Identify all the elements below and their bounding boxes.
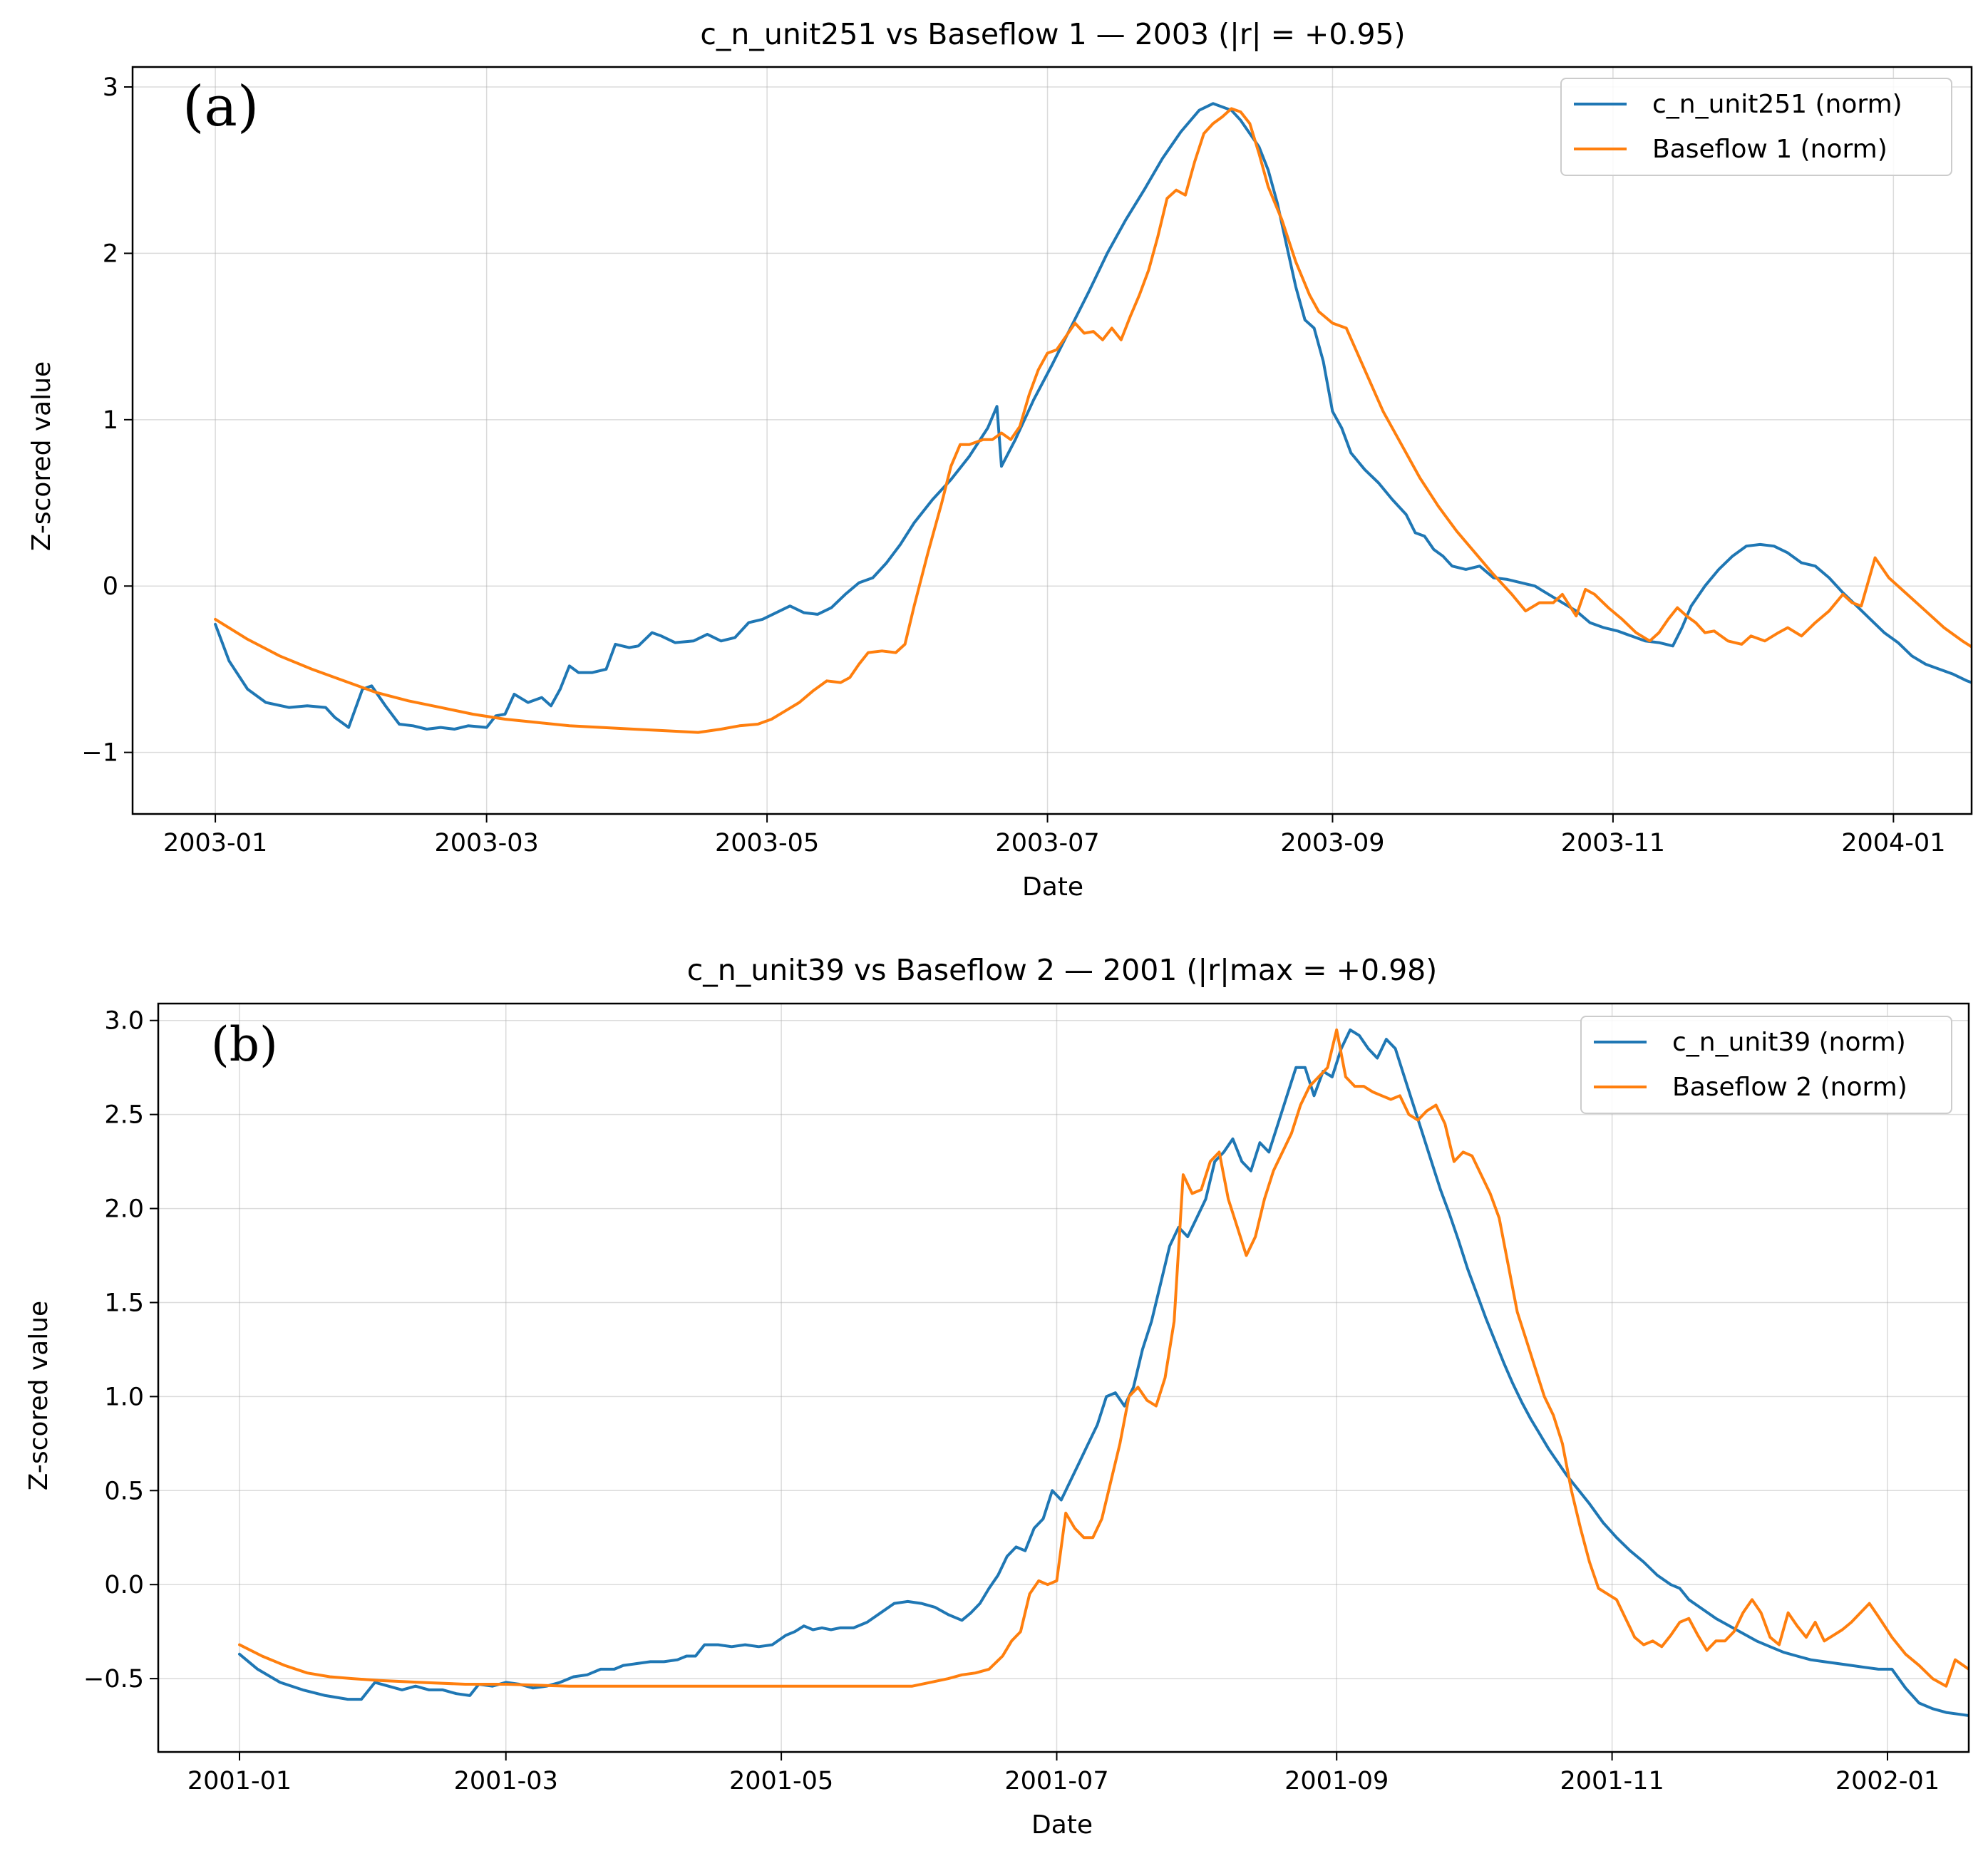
series-line-primary: [214, 102, 1972, 731]
y-axis-label-a: Z-scored value: [27, 361, 56, 551]
x-tick-label: 2001-03: [454, 1767, 558, 1795]
x-axis-a: 2003-01 2003-03 2003-05 2003-07 2003-09 2003-…: [163, 814, 1945, 857]
plot-frame-a: [131, 66, 1973, 815]
x-tick-label: 2003-07: [995, 829, 1099, 857]
y-tick-label: 3: [103, 73, 118, 102]
x-axis-label-a: Date: [1022, 872, 1083, 902]
x-axis-b: 2001-01 2001-03 2001-05 2001-07 2001-09 2001-…: [187, 1752, 1940, 1795]
x-tick-label: 2004-01: [1841, 829, 1945, 857]
series-layer-b: [238, 1028, 1969, 1718]
gridlines-a: [133, 67, 1972, 814]
series-line-primary: [238, 1028, 1969, 1718]
x-axis-label-b: Date: [1031, 1810, 1093, 1840]
x-tick-label: 2001-07: [1004, 1767, 1108, 1795]
chart-title-b: c_n_unit39 vs Baseflow 2 — 2001 (|r|max …: [687, 953, 1438, 987]
series-layer-a: [214, 102, 1972, 734]
legend-box: [1560, 78, 1952, 176]
legend-entry-label: Baseflow 2 (norm): [1672, 1073, 1907, 1102]
plot-frame-b: [157, 1002, 1970, 1753]
y-tick-label: 0: [103, 572, 118, 601]
legend-b: c_n_unit39 (norm) Baseflow 2 (norm): [1580, 1016, 1952, 1114]
panel-label-a: (a): [182, 75, 259, 139]
y-tick-label: −0.5: [83, 1665, 144, 1694]
x-tick-label: 2003-03: [435, 829, 539, 857]
x-tick-label: 2001-01: [187, 1767, 292, 1795]
x-tick-label: 2003-09: [1280, 829, 1384, 857]
gridlines-b: [158, 1004, 1969, 1752]
panel-label-b: (b): [211, 1017, 278, 1072]
legend-entry-label: c_n_unit39 (norm): [1672, 1028, 1906, 1057]
y-tick-label: 2: [103, 239, 118, 268]
y-tick-label: 2.0: [104, 1195, 144, 1224]
x-tick-label: 2003-11: [1561, 829, 1665, 857]
x-tick-label: 2001-11: [1560, 1767, 1664, 1795]
y-tick-label: 1.5: [104, 1289, 144, 1317]
y-axis-b: −0.5 0.0 0.5 1.0 1.5 2.0 2.5 3.0: [83, 1007, 158, 1694]
chart-title-a: c_n_unit251 vs Baseflow 1 — 2003 (|r| = …: [700, 17, 1405, 51]
y-tick-label: 2.5: [104, 1101, 144, 1130]
legend-entry-label: Baseflow 1 (norm): [1652, 135, 1887, 164]
y-tick-label: 1.0: [104, 1383, 144, 1411]
y-tick-label: 3.0: [104, 1007, 144, 1036]
x-tick-label: 2003-05: [715, 829, 819, 857]
y-axis-a: −1 0 1 2 3: [81, 73, 133, 768]
x-tick-label: 2002-01: [1835, 1767, 1940, 1795]
y-tick-label: 1: [103, 406, 118, 435]
x-tick-label: 2001-09: [1284, 1767, 1389, 1795]
y-tick-label: −1: [81, 739, 118, 768]
chart-panel-a: c_n_unit251 vs Baseflow 1 — 2003 (|r| = …: [27, 17, 1973, 902]
series-line-secondary: [214, 107, 1972, 734]
x-tick-label: 2003-01: [163, 829, 267, 857]
legend-a: c_n_unit251 (norm) Baseflow 1 (norm): [1560, 78, 1952, 176]
y-axis-label-b: Z-scored value: [24, 1301, 53, 1490]
chart-panel-b: c_n_unit39 vs Baseflow 2 — 2001 (|r|max …: [24, 953, 1970, 1840]
legend-entry-label: c_n_unit251 (norm): [1652, 90, 1902, 119]
legend-box: [1580, 1016, 1952, 1114]
x-tick-label: 2001-05: [729, 1767, 833, 1795]
series-line-secondary: [238, 1028, 1969, 1688]
y-tick-label: 0.0: [104, 1571, 144, 1599]
y-tick-label: 0.5: [104, 1477, 144, 1505]
